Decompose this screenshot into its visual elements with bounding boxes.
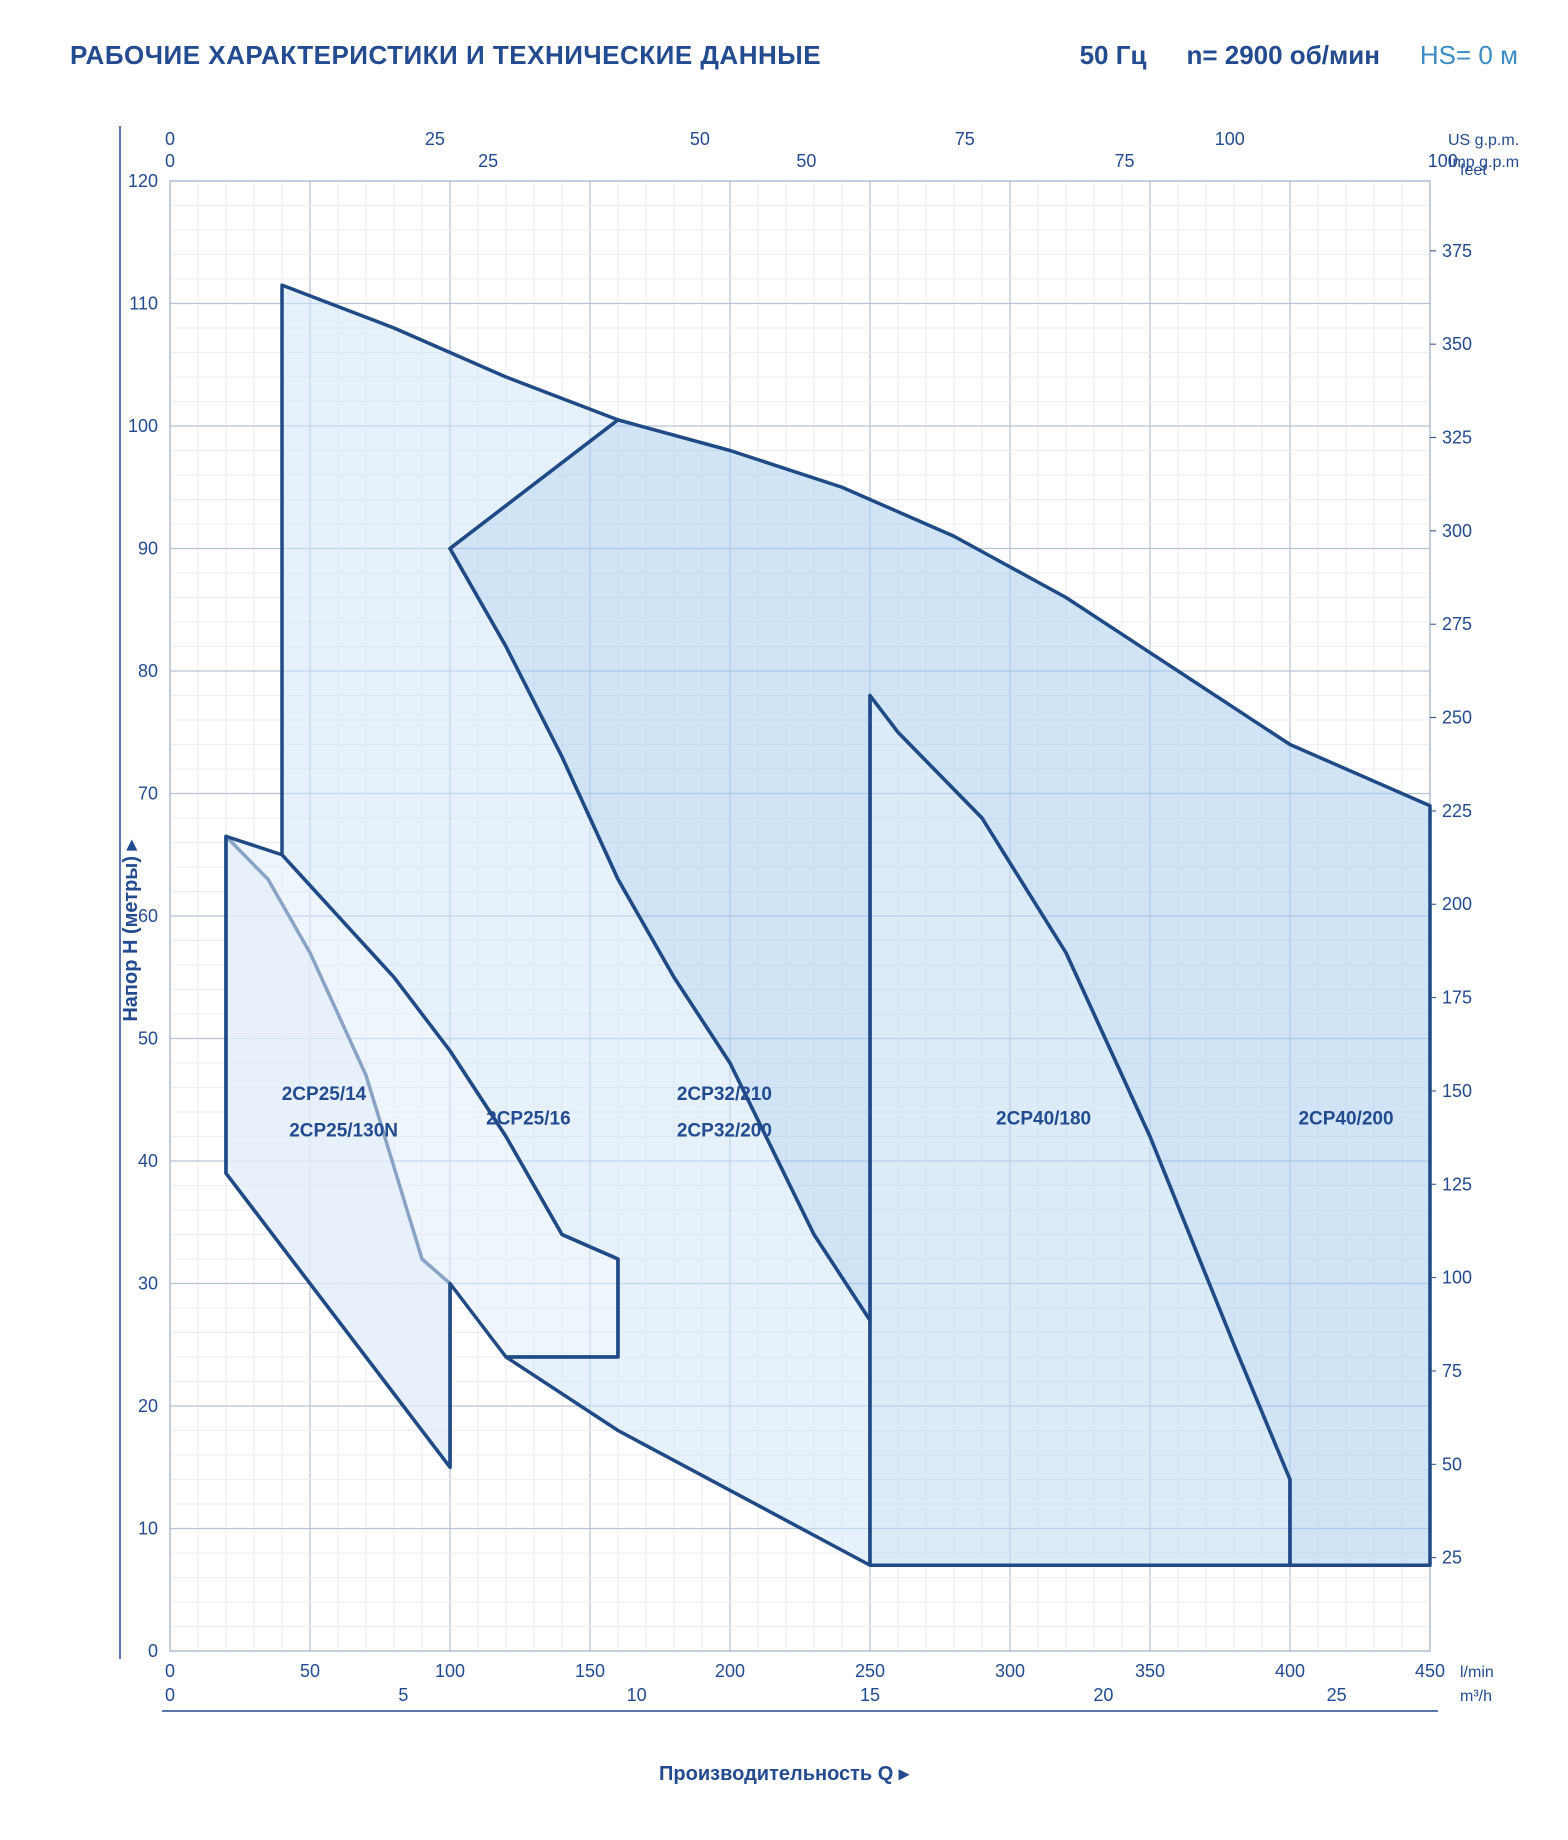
pump-performance-chart: 2CP25/14 2CP25/130N 2CP25/16 2CP32/210 2CP32… [50,81,1518,1781]
svg-text:325: 325 [1442,428,1472,448]
svg-text:30: 30 [138,1274,158,1294]
svg-text:300: 300 [1442,521,1472,541]
svg-text:200: 200 [715,1661,745,1681]
svg-text:10: 10 [138,1519,158,1539]
svg-text:2CP25/130N: 2CP25/130N [289,1121,398,1142]
svg-text:Imp g.p.m.: Imp g.p.m. [1448,154,1518,171]
svg-text:50: 50 [138,1029,158,1049]
svg-text:125: 125 [1442,1174,1472,1194]
spec-hz: 50 Гц [1080,40,1147,71]
svg-text:m³/h: m³/h [1460,1688,1492,1705]
svg-text:80: 80 [138,661,158,681]
svg-text:2CP25/16: 2CP25/16 [486,1108,571,1129]
svg-text:375: 375 [1442,241,1472,261]
x-axis-label: Производительность Q ▸ [659,1761,909,1786]
chart-title: РАБОЧИЕ ХАРАКТЕРИСТИКИ И ТЕХНИЧЕСКИЕ ДАН… [70,40,821,71]
svg-text:40: 40 [138,1151,158,1171]
svg-text:20: 20 [138,1396,158,1416]
svg-text:225: 225 [1442,801,1472,821]
svg-text:90: 90 [138,539,158,559]
chart-header: РАБОЧИЕ ХАРАКТЕРИСТИКИ И ТЕХНИЧЕСКИЕ ДАН… [50,40,1518,71]
svg-text:110: 110 [129,294,158,314]
svg-text:50: 50 [300,1661,320,1681]
svg-text:25: 25 [425,129,445,149]
svg-text:400: 400 [1275,1661,1305,1681]
svg-text:150: 150 [575,1661,605,1681]
svg-text:200: 200 [1442,894,1472,914]
svg-text:l/min: l/min [1460,1664,1494,1681]
svg-text:50: 50 [1442,1454,1462,1474]
svg-text:75: 75 [955,129,975,149]
svg-text:0: 0 [165,1685,175,1705]
y-axis-label: Напор H (метры) ▸ [118,840,143,1021]
svg-text:75: 75 [1442,1361,1462,1381]
svg-text:50: 50 [796,151,816,171]
svg-text:2CP32/200: 2CP32/200 [677,1121,772,1142]
svg-text:75: 75 [1115,151,1135,171]
svg-text:70: 70 [138,784,158,804]
spec-hs: HS= 0 м [1420,40,1518,71]
svg-text:25: 25 [478,151,498,171]
svg-text:2CP40/180: 2CP40/180 [996,1108,1091,1129]
svg-text:100: 100 [435,1661,465,1681]
svg-text:2CP32/210: 2CP32/210 [677,1084,772,1105]
chart-container: 2CP25/14 2CP25/130N 2CP25/16 2CP32/210 2CP32… [50,81,1518,1781]
svg-text:25: 25 [1327,1685,1347,1705]
page-root: РАБОЧИЕ ХАРАКТЕРИСТИКИ И ТЕХНИЧЕСКИЕ ДАН… [0,0,1568,1840]
svg-text:US g.p.m.: US g.p.m. [1448,132,1518,149]
svg-text:10: 10 [627,1685,647,1705]
svg-text:2CP40/200: 2CP40/200 [1298,1108,1393,1129]
svg-text:120: 120 [128,171,158,191]
svg-text:300: 300 [995,1661,1025,1681]
svg-text:50: 50 [690,129,710,149]
svg-text:2CP25/14: 2CP25/14 [282,1084,367,1105]
svg-text:350: 350 [1135,1661,1165,1681]
svg-text:20: 20 [1093,1685,1113,1705]
svg-text:275: 275 [1442,614,1472,634]
svg-text:450: 450 [1415,1661,1445,1681]
svg-text:15: 15 [860,1685,880,1705]
svg-text:250: 250 [855,1661,885,1681]
svg-text:100: 100 [1442,1268,1472,1288]
svg-text:25: 25 [1442,1548,1462,1568]
svg-text:175: 175 [1442,988,1472,1008]
svg-text:100: 100 [1215,129,1245,149]
svg-text:0: 0 [165,1661,175,1681]
svg-text:350: 350 [1442,334,1472,354]
svg-text:150: 150 [1442,1081,1472,1101]
svg-text:0: 0 [165,129,175,149]
spec-rpm: n= 2900 об/мин [1186,40,1379,71]
svg-text:0: 0 [165,151,175,171]
svg-text:100: 100 [128,416,158,436]
svg-text:250: 250 [1442,708,1472,728]
svg-text:5: 5 [398,1685,408,1705]
svg-text:0: 0 [148,1641,158,1661]
